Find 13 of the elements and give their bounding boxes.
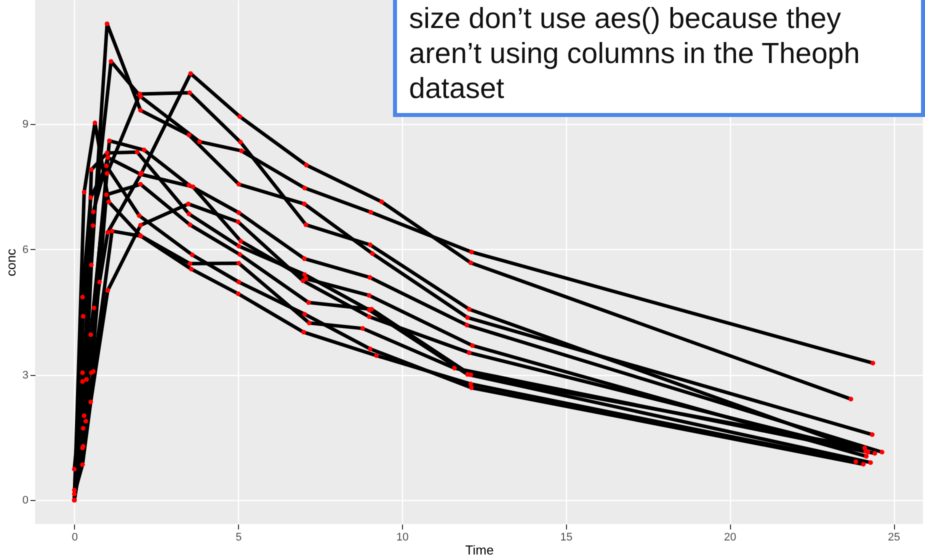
y-tick-label: 0 (22, 494, 28, 507)
x-tick-label: 5 (236, 532, 242, 544)
y-tick-label: 9 (22, 118, 28, 131)
y-tick-label: 6 (22, 244, 28, 256)
x-tick-label: 10 (396, 532, 409, 544)
y-tick-label: 3 (22, 369, 28, 382)
y-axis-title: conc (3, 248, 18, 276)
x-tick-label: 20 (724, 532, 736, 544)
x-tick-label: 25 (888, 532, 900, 544)
x-tick-label: 0 (72, 532, 78, 544)
x-tick-label: 15 (560, 532, 572, 544)
x-axis-title: Time (465, 542, 494, 558)
text-box: size don’t use aes() because they aren’t using columns in the Theoph dataset (393, 0, 925, 117)
